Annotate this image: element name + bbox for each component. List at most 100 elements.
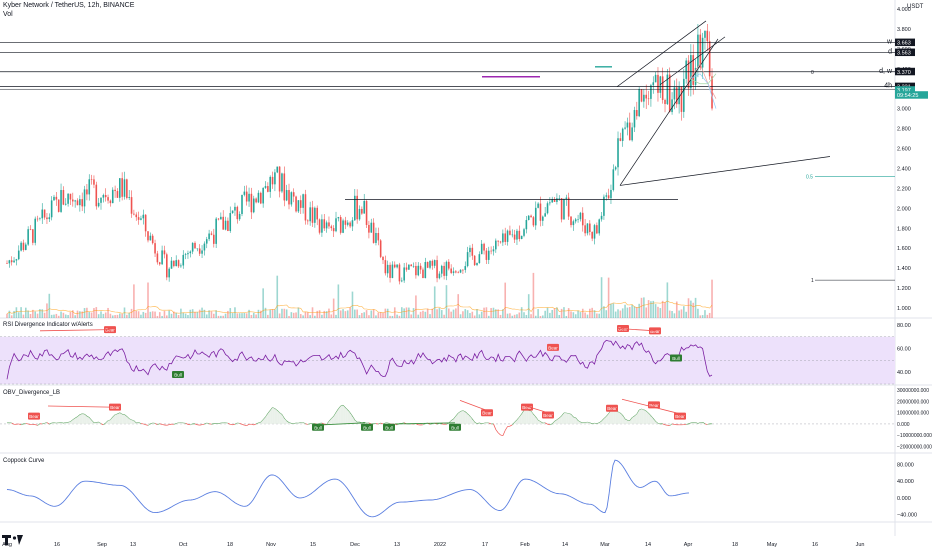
- volume-bar: [34, 311, 37, 318]
- price-axis-tick: 2.600: [897, 147, 911, 153]
- volume-bar: [222, 315, 225, 318]
- rsi-axis-tick: 40.00: [897, 370, 911, 376]
- obv-divergence-line: [459, 399, 488, 411]
- candle-body: [15, 259, 18, 261]
- volume-bar: [116, 314, 119, 318]
- obv-fill: [578, 420, 581, 424]
- volume-bar: [133, 284, 135, 318]
- obv-fill: [479, 422, 482, 424]
- rsi-divergence-label: Bull: [172, 371, 184, 379]
- obv-fill: [486, 422, 489, 424]
- tradingview-logo-icon[interactable]: [2, 534, 24, 546]
- volume-bar: [572, 312, 575, 318]
- candle-body: [29, 229, 32, 230]
- candle-body: [607, 195, 610, 199]
- volume-bar: [692, 302, 695, 318]
- volume-bar: [448, 308, 450, 318]
- obv-fill: [610, 410, 614, 424]
- obv-label-text: Bull: [363, 425, 371, 430]
- candle-body: [156, 253, 159, 263]
- obv-axis-tick: 0.000: [897, 422, 910, 428]
- volume-bar: [657, 306, 659, 318]
- volume-bar: [309, 315, 311, 318]
- obv-segment: [166, 424, 170, 426]
- volume-bar: [419, 311, 422, 318]
- volume-bar: [144, 312, 147, 318]
- volume-bar: [610, 303, 612, 318]
- candle-body: [612, 169, 615, 190]
- candle-body: [177, 260, 180, 267]
- obv-divergence-label: Bull: [312, 423, 324, 431]
- candle-body: [180, 265, 182, 267]
- candle-body: [285, 190, 288, 201]
- volume-bar: [617, 309, 619, 318]
- price-axis-tick: 2.000: [897, 206, 911, 212]
- volume-bar: [41, 309, 44, 318]
- volume-bar: [690, 300, 692, 318]
- volume-bar: [351, 291, 354, 318]
- candle-body: [255, 198, 257, 203]
- time-axis-label: Sep: [97, 542, 107, 548]
- candle-body: [325, 222, 328, 229]
- volume-bar: [647, 300, 650, 318]
- candle-body: [182, 254, 185, 266]
- obv-segment: [502, 430, 506, 436]
- obv-fill: [599, 421, 602, 424]
- obv-axis-tick: 10000000.000: [897, 411, 929, 417]
- candle-body: [596, 225, 598, 234]
- volume-bar: [316, 310, 319, 318]
- obv-fill: [211, 423, 214, 425]
- volume-bar: [168, 310, 170, 318]
- volume-bar: [339, 310, 342, 318]
- obv-fill: [296, 423, 299, 424]
- obv-label-text: Bear: [522, 405, 532, 410]
- candle-body: [628, 122, 631, 141]
- candle-body: [363, 200, 366, 214]
- volume-bar: [567, 308, 570, 318]
- obv-fill: [89, 417, 92, 424]
- candle-body: [102, 194, 105, 198]
- volume-bar: [527, 294, 530, 318]
- obv-fill: [472, 419, 475, 424]
- volume-bar: [166, 315, 168, 318]
- obv-segment: [321, 422, 325, 425]
- volume-bar: [701, 315, 704, 318]
- candle-body: [516, 230, 518, 240]
- obv-segment: [305, 423, 308, 425]
- candle-body: [584, 225, 586, 234]
- obv-fill: [270, 407, 273, 424]
- volume-bar: [678, 310, 680, 318]
- volume-bar: [551, 309, 554, 318]
- candle-body: [149, 235, 152, 241]
- candle-body: [462, 269, 464, 271]
- candle-body: [410, 264, 413, 267]
- obv-segment: [232, 423, 236, 426]
- candle-body: [213, 234, 215, 244]
- obv-fill: [453, 416, 456, 424]
- volume-bar: [574, 314, 577, 318]
- price-axis-tick: 2.200: [897, 186, 911, 192]
- volume-bar: [382, 312, 384, 318]
- obv-fill: [592, 423, 595, 424]
- volume-bar: [379, 312, 382, 318]
- obv-fill: [272, 407, 275, 424]
- volume-bar: [163, 310, 166, 318]
- volume-bar: [194, 311, 196, 318]
- candle-body: [518, 230, 521, 240]
- obv-label-bg: [674, 412, 686, 420]
- volume-bar: [605, 310, 608, 318]
- obv-fill: [65, 422, 69, 424]
- volume-bar: [614, 311, 617, 318]
- volume-bar: [433, 286, 436, 318]
- volume-bar: [201, 307, 203, 318]
- candle-body: [433, 260, 436, 266]
- candle-body: [565, 197, 568, 200]
- obv-fill: [77, 414, 80, 424]
- candle-body: [589, 223, 591, 232]
- volume-bar: [67, 315, 69, 318]
- volume-bar: [332, 298, 335, 318]
- volume-bar: [330, 314, 333, 318]
- volume-bar: [415, 295, 417, 318]
- volume-bar: [100, 311, 102, 318]
